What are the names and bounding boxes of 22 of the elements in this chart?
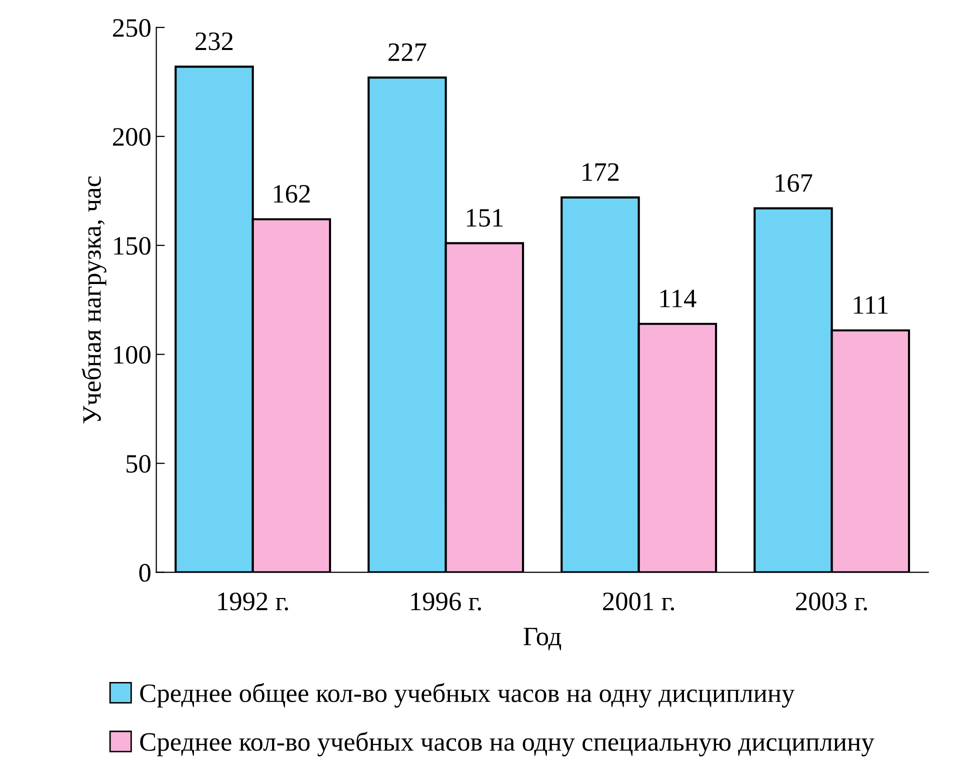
x-tick-label: 2001 г. bbox=[603, 592, 674, 610]
x-axis-title: Год bbox=[524, 628, 562, 650]
y-axis-title: Учебная нагрузка, час bbox=[82, 176, 106, 424]
data-label: 227 bbox=[388, 43, 426, 61]
y-tick-label: 50 bbox=[126, 454, 150, 473]
x-tick-label: 1992 г. bbox=[218, 592, 288, 610]
legend-label: Среднее кол-во учебных часов на одну специальную дисциплину bbox=[140, 732, 874, 756]
x-tick-label: 2003 г. bbox=[796, 592, 867, 610]
y-tick-label: 150 bbox=[114, 237, 150, 255]
data-label: 172 bbox=[582, 163, 619, 181]
y-tick-label: 250 bbox=[113, 19, 150, 37]
data-label: 162 bbox=[274, 185, 310, 203]
data-label: 167 bbox=[776, 174, 812, 192]
data-label: 232 bbox=[196, 32, 233, 50]
legend-label: Среднее общее кол-во учебных часов на одну дисциплину bbox=[140, 683, 795, 708]
y-tick-label: 100 bbox=[114, 346, 150, 364]
data-label: 111 bbox=[854, 296, 888, 314]
data-label: 114 bbox=[660, 290, 696, 308]
x-tick-label: 1996 г. bbox=[411, 592, 481, 610]
data-label: 151 bbox=[466, 209, 503, 227]
y-tick-label: 200 bbox=[113, 128, 150, 146]
y-tick-label: 0 bbox=[139, 564, 150, 582]
